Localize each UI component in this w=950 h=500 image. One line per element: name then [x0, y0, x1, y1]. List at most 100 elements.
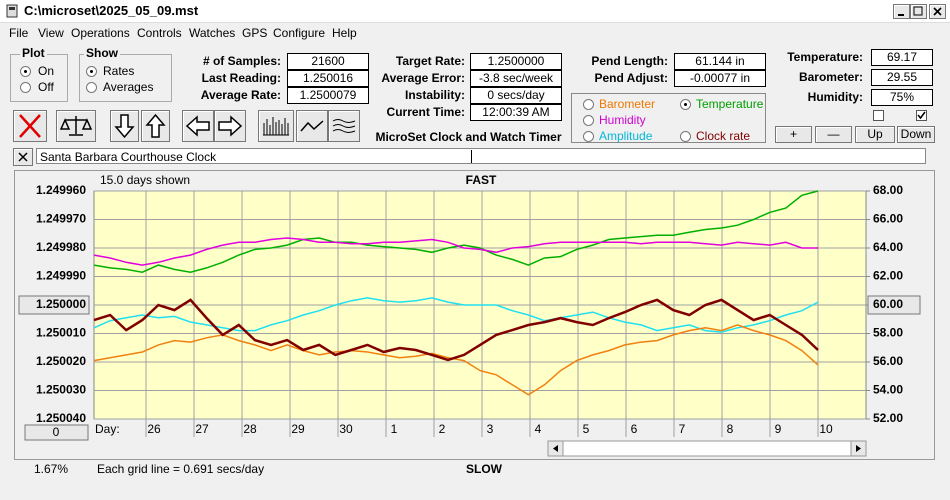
zoom-label: 1.67% — [34, 462, 69, 476]
stat-label: Instability: — [404, 88, 465, 102]
stat-label: Humidity: — [807, 90, 863, 104]
y2-tick-label: 62.00 — [873, 269, 903, 283]
radio-label: Rates — [103, 64, 135, 78]
raw-view-button[interactable] — [258, 110, 294, 142]
day-label: 26 — [147, 422, 161, 436]
trace-option[interactable]: Humidity — [599, 113, 646, 127]
days-shown: 15.0 days shown — [100, 173, 190, 187]
stat-value: 12:00:39 AM — [470, 104, 562, 121]
day-label: 29 — [291, 422, 305, 436]
slow-label: SLOW — [466, 462, 502, 476]
radio-button[interactable] — [680, 131, 691, 142]
center-button — [867, 295, 921, 315]
multi-view-button[interactable] — [328, 110, 360, 142]
menu-item[interactable]: View — [38, 26, 64, 40]
show-group — [79, 54, 172, 102]
menu-item[interactable]: Controls — [137, 26, 182, 40]
close-button[interactable] — [929, 4, 946, 19]
stat-label: Barometer: — [798, 70, 863, 84]
group-label: Show — [84, 46, 120, 60]
down-button[interactable] — [110, 110, 139, 142]
menu-item[interactable]: Watches — [189, 26, 236, 40]
radio-button[interactable] — [583, 99, 594, 110]
radio-button[interactable] — [20, 82, 31, 93]
menu-item[interactable]: Help — [332, 26, 357, 40]
remove-clock-button[interactable] — [13, 148, 33, 166]
grid-note: Each grid line = 0.691 secs/day — [97, 462, 265, 476]
stat-value: 75% — [871, 89, 933, 106]
chart-frame — [14, 170, 935, 460]
trace-group — [571, 93, 766, 143]
clear-button[interactable] — [13, 110, 47, 142]
stat-label: Temperature: — [787, 50, 863, 64]
radio-button[interactable] — [86, 66, 97, 77]
series-line — [93, 298, 819, 362]
stat-value: 29.55 — [871, 69, 933, 86]
radio-label: Off — [38, 80, 54, 94]
balance-button[interactable] — [56, 110, 96, 142]
trace-option[interactable]: Barometer — [599, 97, 656, 111]
y-tick-label: 1.249960 — [36, 183, 86, 197]
control-button[interactable]: Up — [855, 126, 895, 143]
day-label: 4 — [535, 422, 542, 436]
radio-label: On — [38, 64, 55, 78]
day-label: 30 — [339, 422, 353, 436]
control-button[interactable]: + — [775, 126, 812, 143]
radio-button[interactable] — [680, 99, 691, 110]
day-label: 7 — [679, 422, 686, 436]
stat-value: 61.144 in — [674, 53, 766, 70]
stat-label: # of Samples: — [202, 54, 281, 68]
stat-value: 1.2500079 — [287, 87, 369, 104]
up-button[interactable] — [141, 110, 170, 142]
control-button[interactable]: — — [815, 126, 852, 143]
radio-button[interactable] — [20, 66, 31, 77]
trace-option[interactable]: Amplitude — [599, 129, 653, 143]
scrollbar — [547, 440, 867, 457]
radio-button[interactable] — [583, 115, 594, 126]
menu-item[interactable]: Configure — [273, 26, 326, 40]
checkbox[interactable] — [916, 110, 927, 121]
day-label: 1 — [391, 422, 398, 436]
smooth-view-button[interactable] — [296, 110, 328, 142]
stat-label: Last Reading: — [201, 71, 281, 85]
checkbox[interactable] — [873, 110, 884, 121]
stat-value: 21600 — [287, 53, 369, 70]
y-tick-label: 1.250020 — [36, 354, 86, 368]
stat-value: 1.2500000 — [470, 53, 562, 70]
app-icon — [6, 4, 18, 18]
title-bar — [0, 0, 950, 23]
center-button — [18, 295, 90, 315]
y2-tick-label: 56.00 — [873, 354, 903, 368]
right-button[interactable] — [214, 110, 246, 142]
stat-label: Pend Adjust: — [594, 71, 668, 85]
stat-value: -0.00077 in — [674, 70, 766, 87]
group-label: Plot — [20, 46, 47, 60]
text-cursor — [471, 150, 472, 163]
radio-label: Averages — [103, 80, 154, 94]
stat-label: Current Time: — [386, 105, 465, 119]
y2-tick-label: 60.00 — [873, 297, 903, 311]
menu-item[interactable]: File — [9, 26, 29, 40]
trace-option[interactable]: Clock rate — [696, 129, 751, 143]
menu-item[interactable]: Operations — [71, 26, 130, 40]
offset-button-label: 0 — [53, 425, 60, 439]
control-button[interactable]: Down — [897, 126, 935, 143]
y2-tick-label: 52.00 — [873, 411, 903, 425]
window-title: C:\microset\2025_05_09.mst — [24, 3, 199, 18]
radio-button[interactable] — [86, 82, 97, 93]
stat-label: Average Rate: — [200, 88, 281, 102]
day-label: 3 — [487, 422, 494, 436]
trace-option[interactable]: Temperature — [696, 97, 764, 111]
plot-group — [10, 54, 68, 102]
radio-button[interactable] — [583, 131, 594, 142]
minimize-button[interactable] — [893, 4, 910, 19]
menu-item[interactable]: GPS — [242, 26, 268, 40]
left-button[interactable] — [182, 110, 214, 142]
clock-name-field[interactable]: Santa Barbara Courthouse Clock — [36, 148, 926, 164]
series-line — [93, 237, 818, 266]
y2-tick-label: 54.00 — [873, 383, 903, 397]
day-label: 27 — [195, 422, 209, 436]
y-tick-label: 1.250030 — [36, 383, 86, 397]
maximize-button[interactable] — [910, 4, 927, 19]
y-tick-label: 1.250010 — [36, 326, 86, 340]
